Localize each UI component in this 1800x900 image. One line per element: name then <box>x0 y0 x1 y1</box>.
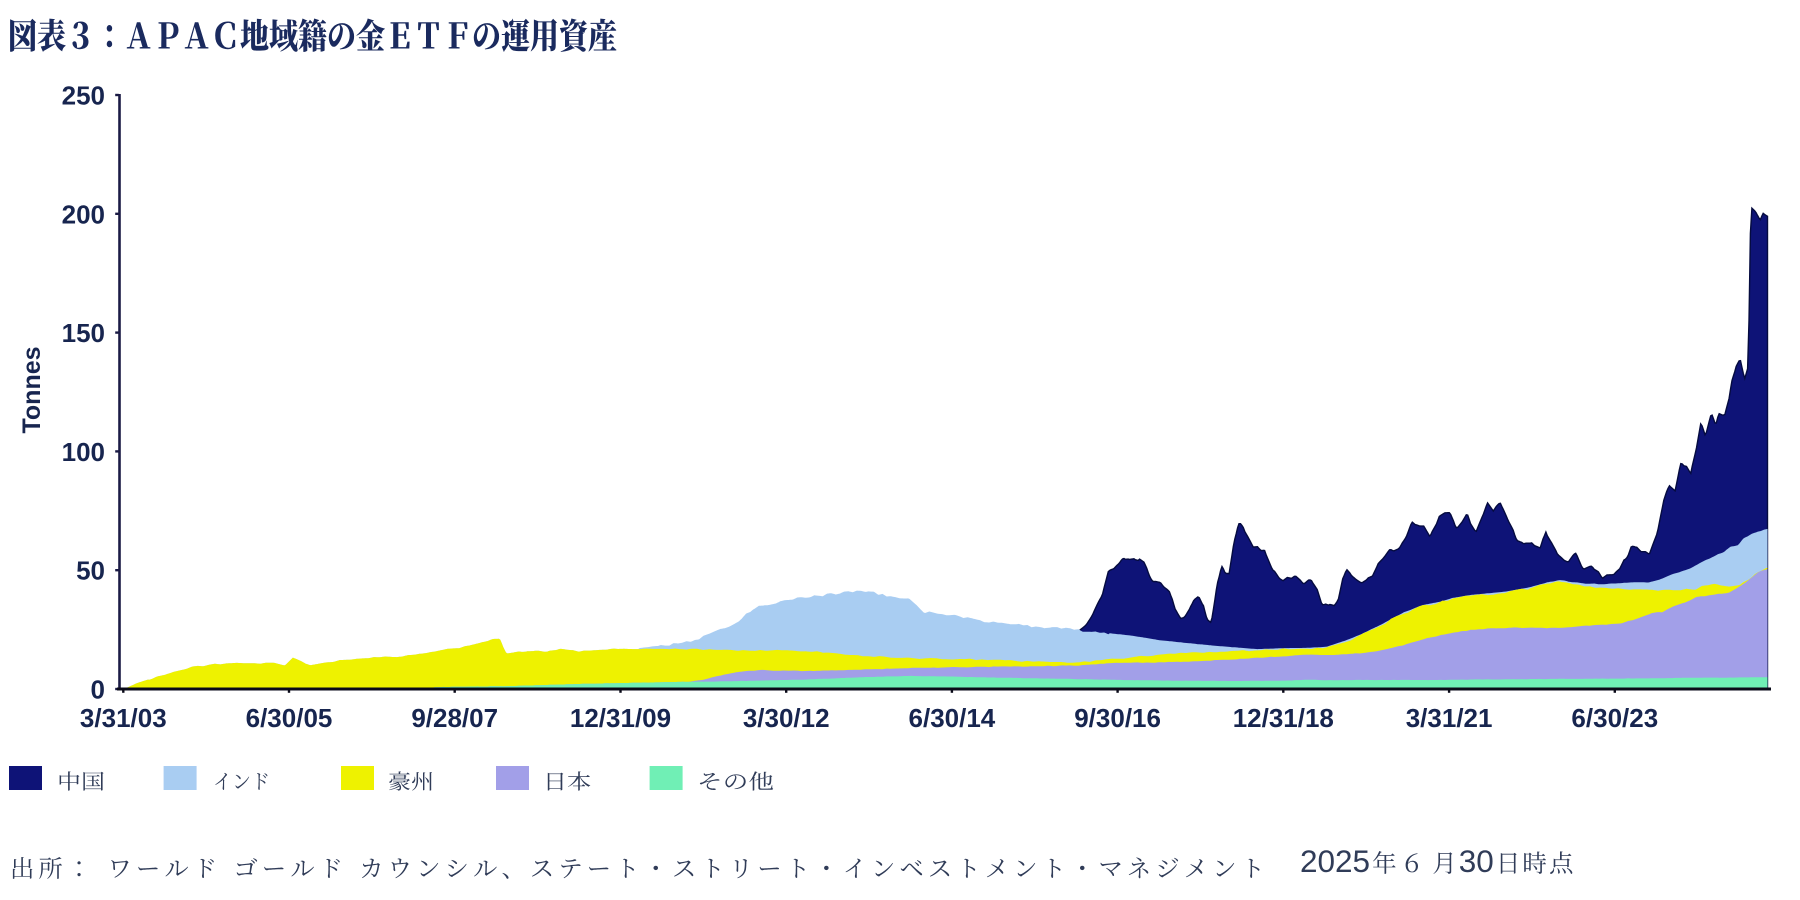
svg-text:150: 150 <box>62 318 105 348</box>
svg-text:2025: 2025 <box>1300 843 1370 879</box>
svg-text:Tonnes: Tonnes <box>18 346 46 433</box>
svg-text:250: 250 <box>62 81 105 111</box>
svg-text:30: 30 <box>1459 843 1494 879</box>
svg-text:50: 50 <box>76 556 105 586</box>
svg-text:3/31/03: 3/31/03 <box>80 703 167 733</box>
svg-text:6/30/05: 6/30/05 <box>246 703 333 733</box>
svg-text:6/30/23: 6/30/23 <box>1571 703 1658 733</box>
svg-text:200: 200 <box>62 199 105 229</box>
svg-text:9/30/16: 9/30/16 <box>1074 703 1161 733</box>
svg-text:6/30/14: 6/30/14 <box>909 703 996 733</box>
svg-text:0: 0 <box>91 675 105 705</box>
svg-text:100: 100 <box>62 437 105 467</box>
svg-text:3/31/21: 3/31/21 <box>1406 703 1493 733</box>
svg-text:3/30/12: 3/30/12 <box>743 703 830 733</box>
svg-text:12/31/18: 12/31/18 <box>1233 703 1334 733</box>
svg-text:9/28/07: 9/28/07 <box>411 703 498 733</box>
svg-text:12/31/09: 12/31/09 <box>570 703 671 733</box>
